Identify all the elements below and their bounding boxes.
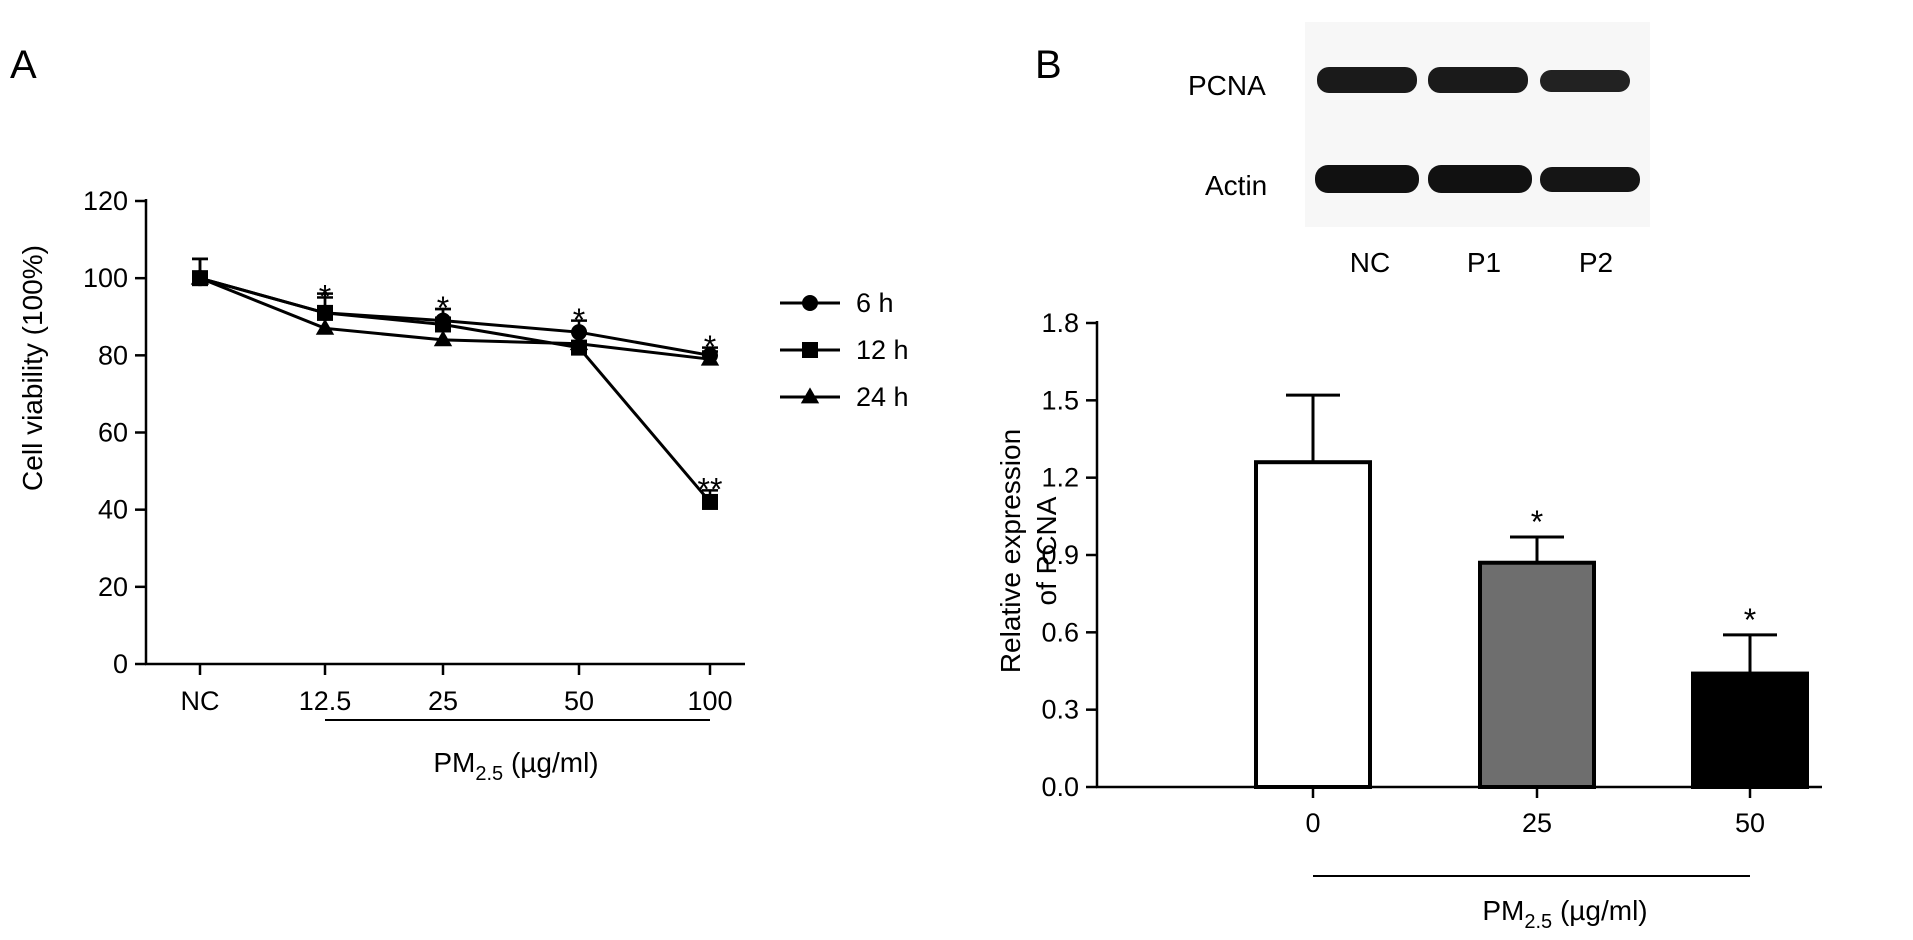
panel-b-x-tick-label: 25 (1522, 808, 1552, 838)
panel-a-y-tick-label: 100 (83, 263, 128, 293)
panel-b-y-tick-label: 1.2 (1041, 463, 1079, 493)
significance-marker: * (573, 302, 585, 338)
panel-b-letter: B (1035, 43, 1062, 87)
significance-marker: * (1531, 504, 1543, 540)
band-pcna-p2 (1540, 70, 1630, 92)
panel-b-x-axis-title: PM2.5 (µg/ml) (1482, 895, 1647, 933)
panel-b-x-tick-label: 50 (1735, 808, 1765, 838)
legend-label: 24 h (856, 382, 909, 412)
panel-a-y-tick-label: 120 (83, 186, 128, 216)
blot-row-label-pcna: PCNA (1188, 70, 1266, 101)
data-point (702, 493, 718, 510)
significance-marker: * (704, 329, 716, 365)
series-line (199, 276, 711, 361)
blot-lane-label-p1: P1 (1467, 247, 1501, 278)
panel-a-y-tick-label: 80 (98, 340, 128, 370)
panel-a-x-tick-label: 12.5 (299, 686, 352, 716)
blot-row-label-actin: Actin (1205, 170, 1267, 201)
data-point (433, 330, 453, 347)
panel-b-bar-chart: 0.0 0.3 0.6 0.9 1.2 1.5 1.8 0 25 50 * * (1041, 308, 1822, 838)
panel-a-y-tick-label: 40 (98, 495, 128, 525)
legend-label: 6 h (856, 288, 894, 318)
panel-b-y-tick-label: 0.6 (1041, 617, 1079, 647)
panel-a-y-axis-title: Cell viability (100%) (17, 245, 48, 491)
bar (1691, 671, 1809, 789)
band-actin-nc (1315, 165, 1419, 193)
bar (1254, 460, 1372, 789)
legend-marker (800, 387, 820, 404)
legend-label: 12 h (856, 335, 909, 365)
panel-b-y-tick-label: 0.0 (1041, 772, 1079, 802)
panel-a-x-tick-label: 100 (687, 686, 732, 716)
blot-lane-label-p2: P2 (1579, 247, 1613, 278)
panel-a-x-tick-label: 25 (428, 686, 458, 716)
panel-b-y-tick-label: 1.5 (1041, 385, 1079, 415)
blot-membrane (1305, 22, 1650, 227)
significance-marker: * (437, 290, 449, 326)
data-point (190, 268, 210, 285)
panel-b-y-axis-title-line1: Relative expression (995, 429, 1026, 673)
legend-marker (802, 342, 818, 358)
series-line (199, 276, 711, 357)
blot-lane-label-nc: NC (1350, 247, 1390, 278)
panel-a-y-tick-label: 60 (98, 418, 128, 448)
legend-marker (802, 295, 818, 311)
data-point (569, 334, 589, 351)
panel-a-y-tick-label: 0 (113, 649, 128, 679)
band-pcna-p1 (1428, 67, 1528, 93)
data-point (315, 318, 335, 335)
data-point (700, 349, 720, 366)
band-actin-p2 (1540, 167, 1640, 192)
panel-a-x-tick-label: 50 (564, 686, 594, 716)
panel-a-y-tick-label: 20 (98, 572, 128, 602)
western-blot: PCNA Actin NC P1 P2 (1188, 22, 1650, 278)
panel-b-x-tick-label: 0 (1305, 808, 1320, 838)
panel-a-x-tick-label: NC (181, 686, 220, 716)
panel-b-y-tick-label: 0.3 (1041, 695, 1079, 725)
panel-a-letter: A (10, 43, 37, 87)
significance-marker: * (1744, 602, 1756, 638)
panel-a-x-axis-title: PM2.5 (µg/ml) (433, 747, 598, 785)
panel-b-y-axis-title-line2: of PCNA (1031, 496, 1062, 605)
significance-marker: * (319, 279, 331, 315)
band-pcna-nc (1317, 67, 1417, 93)
panel-b-y-tick-label: 0.9 (1041, 540, 1079, 570)
band-actin-p1 (1428, 165, 1532, 193)
significance-marker: ** (698, 472, 723, 508)
series-line (199, 276, 712, 503)
bar (1478, 560, 1596, 789)
panel-b-y-tick-label: 1.8 (1041, 308, 1079, 338)
